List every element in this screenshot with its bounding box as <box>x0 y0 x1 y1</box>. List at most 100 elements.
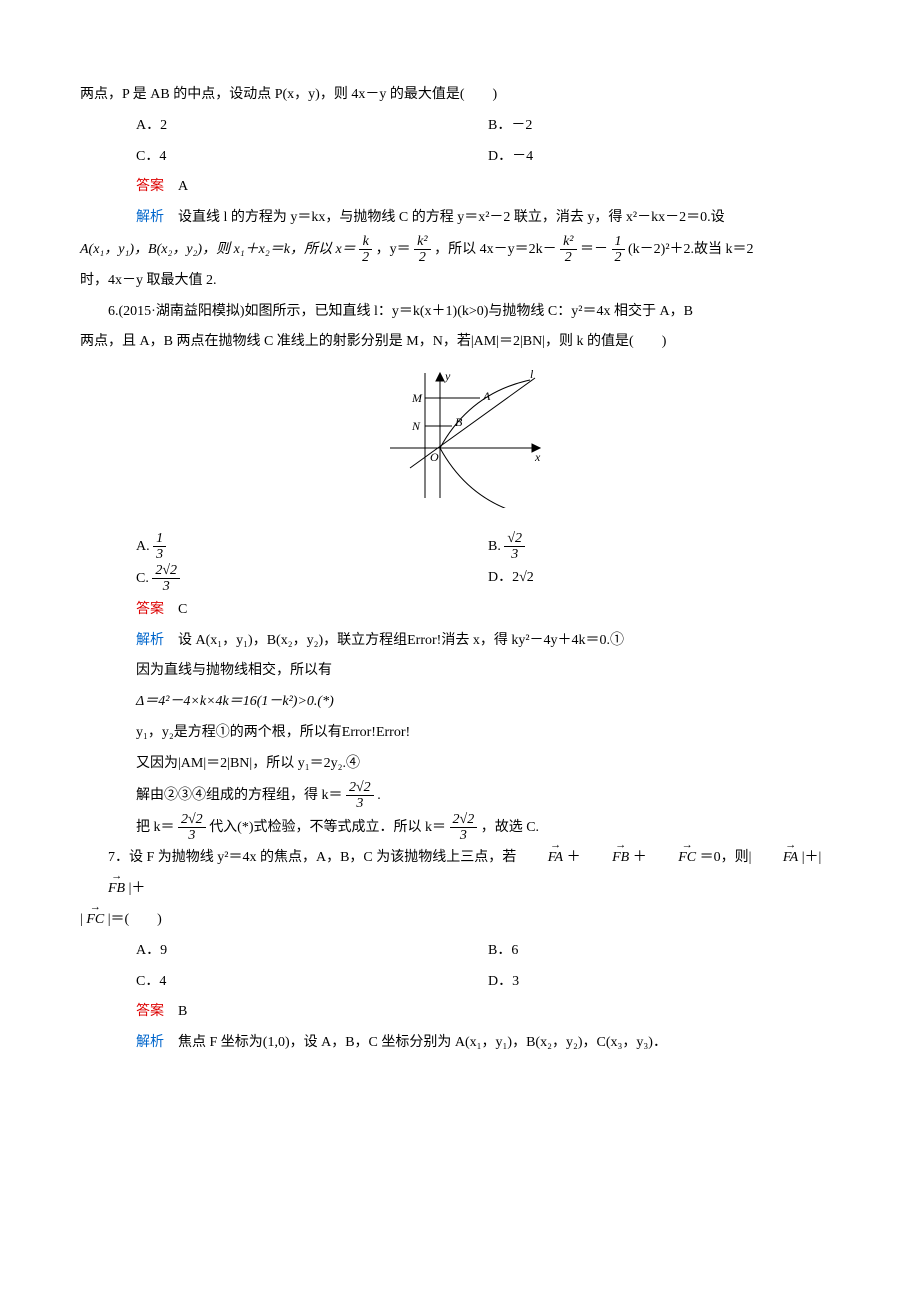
q7-opt-b: B．6 <box>488 936 840 967</box>
expr: |＋ <box>129 881 146 896</box>
q7-opt-d: D．3 <box>488 967 840 998</box>
q6-figure: l M N A B O x y <box>80 368 840 521</box>
num: k <box>359 234 372 250</box>
frac: 2√23 <box>450 812 478 844</box>
label-a: A <box>482 389 491 403</box>
q6-stem-1: 6.(2015·湖南益阳模拟)如图所示，已知直线 l：y＝k(x＋1)(k>0)… <box>80 297 840 328</box>
explain-label: 解析 <box>136 210 164 225</box>
opt-label: C. <box>136 571 149 586</box>
label-b: B <box>455 415 463 429</box>
q5-opt-c: C．4 <box>136 142 488 173</box>
expr: ＋ <box>633 850 647 865</box>
den: 2 <box>560 250 576 265</box>
q7-explain-1: 解析 焦点 F 坐标为(1,0)，设 A，B，C 坐标分别为 A(x₁，y₁)，… <box>80 1028 840 1059</box>
explain-label: 解析 <box>136 1035 164 1050</box>
frac-k2-2: k²2 <box>414 234 430 266</box>
den: 2 <box>359 250 372 265</box>
explain-text: 设直线 l 的方程为 y＝kx，与抛物线 C 的方程 y＝x²－2 联立，消去 … <box>164 210 725 225</box>
expr: ＝0，则| <box>700 850 752 865</box>
q7-options-row1: A．9 B．6 <box>80 936 840 967</box>
q6-opt-c: C. 2√23 <box>136 563 488 595</box>
den: 3 <box>152 579 180 594</box>
label-o: O <box>430 450 439 464</box>
q7-opt-a: A．9 <box>136 936 488 967</box>
num: k² <box>560 234 576 250</box>
q6-opt-b: B. √23 <box>488 531 840 563</box>
expr: |＋| <box>802 850 822 865</box>
den: 2 <box>414 250 430 265</box>
den: 2 <box>612 250 625 265</box>
num: √2 <box>504 531 525 547</box>
expr: | <box>80 912 83 927</box>
q5-options-row2: C．4 D．－4 <box>80 142 840 173</box>
q5-explain-2: A(x₁，y₁)，B(x₂，y₂)，则 x₁＋x₂＝k，所以 x＝ k2 ，y＝… <box>80 234 840 266</box>
den: 3 <box>346 796 374 811</box>
explain-text: 焦点 F 坐标为(1,0)，设 A，B，C 坐标分别为 A(x₁，y₁)，B(x… <box>164 1035 667 1050</box>
q5-stem: 两点，P 是 AB 的中点，设动点 P(x，y)，则 4x－y 的最大值是( ) <box>80 80 840 111</box>
expr: 代入(*)式检验，不等式成立．所以 k＝ <box>209 820 446 835</box>
frac: √23 <box>504 531 525 563</box>
q5-explain-1: 解析 设直线 l 的方程为 y＝kx，与抛物线 C 的方程 y＝x²－2 联立，… <box>80 203 840 234</box>
q6-options-row1: A. 13 B. √23 <box>80 531 840 563</box>
q7-opt-c: C．4 <box>136 967 488 998</box>
explain-text: 设 A(x₁，y₁)，B(x₂，y₂)，联立方程组Error!消去 x，得 ky… <box>164 633 624 648</box>
q5-opt-b: B．－2 <box>488 111 840 142</box>
q6-explain-5: 又因为|AM|＝2|BN|，所以 y₁＝2y₂.④ <box>80 749 840 780</box>
expr: ＝－ <box>580 242 608 257</box>
q7-options-row2: C．4 D．3 <box>80 967 840 998</box>
q5-options-row1: A．2 B．－2 <box>80 111 840 142</box>
num: 2√2 <box>152 563 180 579</box>
num: 2√2 <box>178 812 206 828</box>
q6-explain-7: 把 k＝ 2√23 代入(*)式检验，不等式成立．所以 k＝ 2√23 ，故选 … <box>80 812 840 844</box>
expr: |＝( ) <box>108 912 162 927</box>
expr: A(x₁，y₁)，B(x₂，y₂)，则 x₁＋x₂＝k，所以 x＝ <box>80 242 356 257</box>
expr: 解由②③④组成的方程组，得 k＝ <box>136 788 343 803</box>
expr: . <box>377 788 381 803</box>
expr: 把 k＝ <box>136 820 175 835</box>
frac-1-2: 12 <box>612 234 625 266</box>
num: 1 <box>153 531 166 547</box>
den: 3 <box>450 828 478 843</box>
q6-opt-a: A. 13 <box>136 531 488 563</box>
answer-value: C <box>164 602 187 617</box>
q6-answer: 答案 C <box>80 595 840 626</box>
q6-explain-2: 因为直线与抛物线相交，所以有 <box>80 656 840 687</box>
frac: 2√23 <box>152 563 180 595</box>
answer-value: B <box>164 1004 187 1019</box>
q7-stem-1: 7．设 F 为抛物线 y²＝4x 的焦点，A，B，C 为该抛物线上三点，若 FA… <box>80 843 840 905</box>
den: 3 <box>178 828 206 843</box>
expr: (k－2)²＋2.故当 k＝2 <box>628 242 754 257</box>
q7-stem-2: | FC |＝( ) <box>80 905 840 936</box>
den: 3 <box>504 547 525 562</box>
expr: 7．设 F 为抛物线 y²＝4x 的焦点，A，B，C 为该抛物线上三点，若 <box>108 850 516 865</box>
q6-options-row2: C. 2√23 D．2√2 <box>80 563 840 595</box>
q7-answer: 答案 B <box>80 997 840 1028</box>
label-y: y <box>444 369 451 383</box>
vec-fa: FA <box>520 843 563 874</box>
q6-explain-4: y₁，y₂是方程①的两个根，所以有Error!Error! <box>80 718 840 749</box>
vec-fa2: FA <box>755 843 798 874</box>
answer-label: 答案 <box>136 179 164 194</box>
q5-opt-d: D．－4 <box>488 142 840 173</box>
q5-answer: 答案 A <box>80 172 840 203</box>
num: 1 <box>612 234 625 250</box>
frac: 2√23 <box>178 812 206 844</box>
expr: ，所以 4x－y＝2k－ <box>434 242 557 257</box>
num: k² <box>414 234 430 250</box>
label-x: x <box>534 450 541 464</box>
q6-stem-2: 两点，且 A，B 两点在抛物线 C 准线上的射影分别是 M，N，若|AM|＝2|… <box>80 327 840 358</box>
vec-fb: FB <box>584 843 629 874</box>
parabola-diagram: l M N A B O x y <box>370 368 550 508</box>
den: 3 <box>153 547 166 562</box>
frac-k-2: k2 <box>359 234 372 266</box>
q5-opt-a: A．2 <box>136 111 488 142</box>
label-n: N <box>411 419 421 433</box>
q6-explain-3: Δ＝4²－4×k×4k＝16(1－k²)>0.(*) <box>80 687 840 718</box>
answer-label: 答案 <box>136 1004 164 1019</box>
expr: ＋ <box>567 850 581 865</box>
opt-label: B. <box>488 539 501 554</box>
opt-label: A. <box>136 539 150 554</box>
q5-explain-3: 时，4x－y 取最大值 2. <box>80 266 840 297</box>
answer-label: 答案 <box>136 602 164 617</box>
explain-label: 解析 <box>136 633 164 648</box>
